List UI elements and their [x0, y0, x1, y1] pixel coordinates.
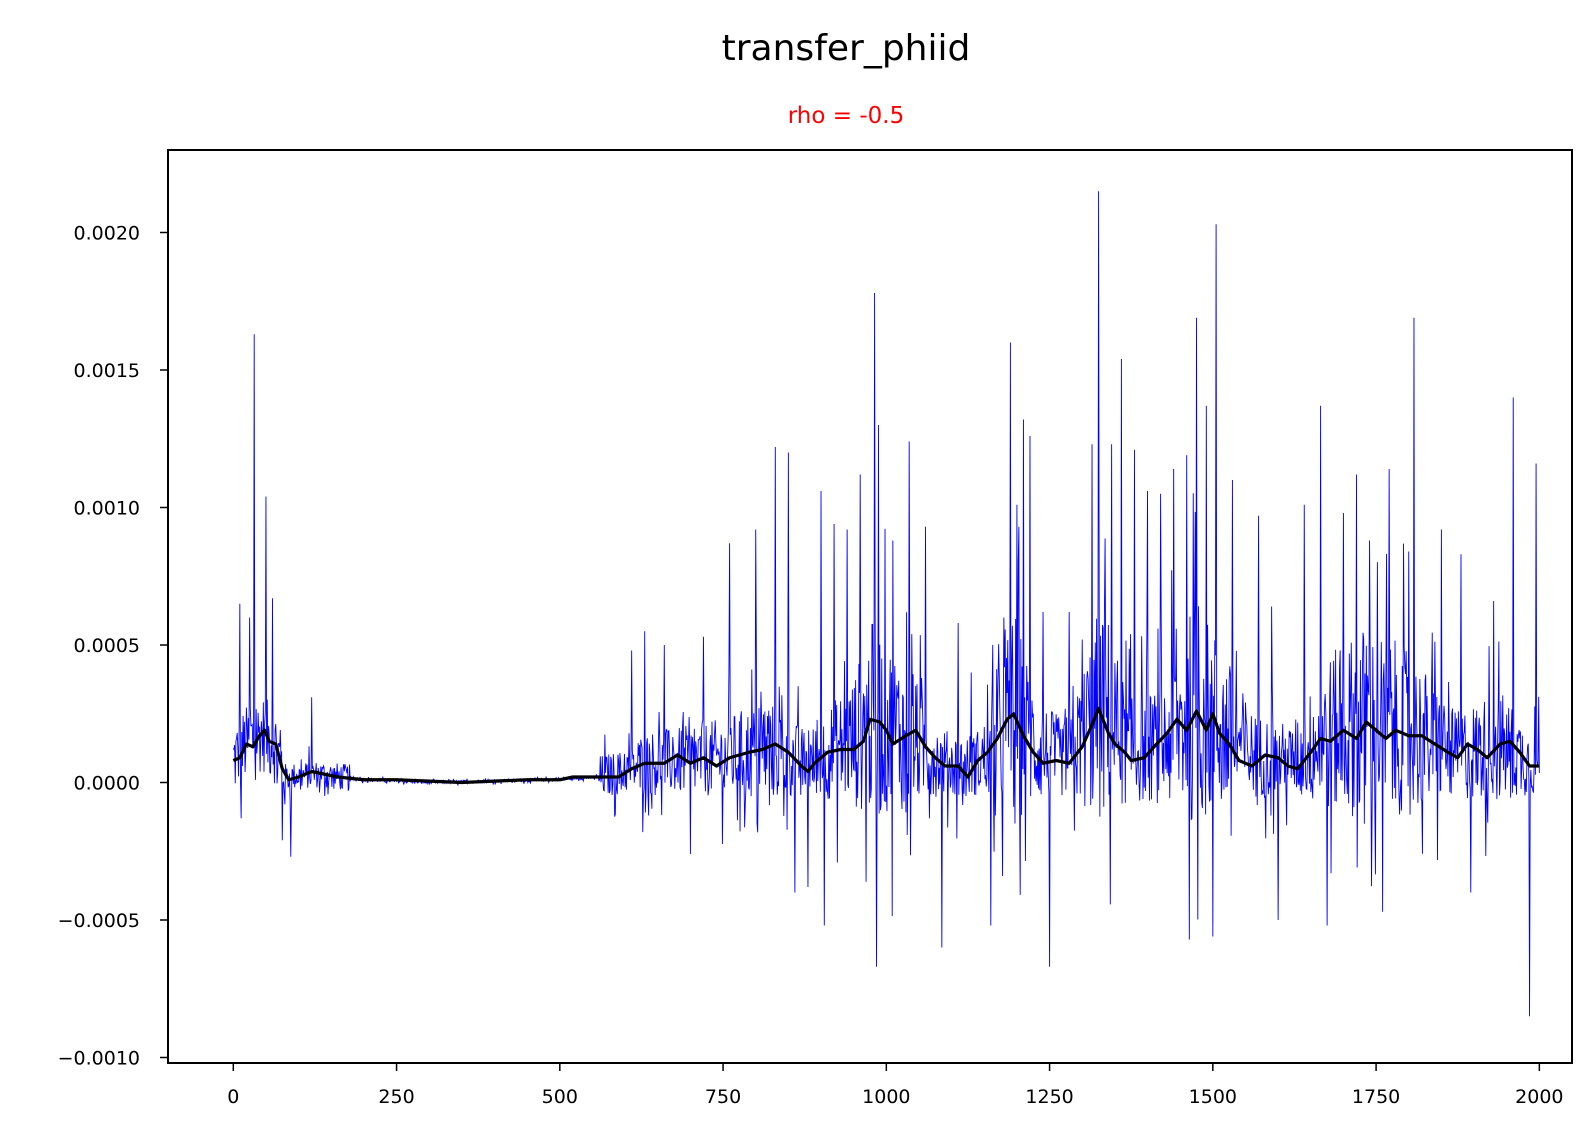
raw-series — [232, 191, 1540, 1017]
x-tick-label: 0 — [227, 1086, 239, 1108]
smoothed-series-line — [232, 706, 1540, 785]
x-tick-label: 1750 — [1352, 1086, 1400, 1108]
x-tick-label: 1250 — [1025, 1086, 1073, 1108]
y-tick-label: 0.0000 — [74, 773, 140, 795]
y-tick-label: 0.0005 — [74, 635, 140, 657]
chart-subtitle: rho = -0.5 — [788, 103, 904, 129]
y-tick-label: 0.0010 — [74, 498, 140, 520]
smoothed-series — [232, 706, 1540, 785]
x-tick-label: 750 — [705, 1086, 741, 1108]
chart-title: transfer_phiid — [722, 28, 971, 69]
y-tick-label: −0.0005 — [58, 910, 140, 932]
x-tick-label: 1000 — [862, 1086, 910, 1108]
y-tick-label: −0.0010 — [58, 1048, 140, 1070]
y-tick-label: 0.0020 — [74, 223, 140, 245]
plot-frame — [167, 149, 1573, 1064]
x-tick-label: 500 — [542, 1086, 578, 1108]
x-tick-label: 2000 — [1515, 1086, 1563, 1108]
y-tick-label: 0.0015 — [74, 360, 140, 382]
x-tick-label: 1500 — [1189, 1086, 1237, 1108]
raw-series-line — [232, 191, 1540, 1017]
y-axis: −0.0010 −0.0005 0.0000 0.0005 0.0010 0.0015 0.… — [58, 223, 168, 1070]
x-tick-label: 250 — [378, 1086, 414, 1108]
x-axis: 0 250 500 750 1000 1250 1500 1750 2000 — [227, 1063, 1564, 1108]
